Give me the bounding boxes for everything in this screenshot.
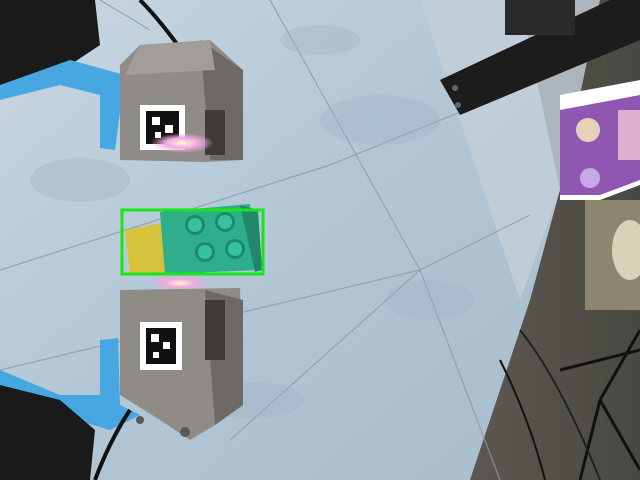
blue-strap-bottom [0,338,140,430]
box-graphic [576,118,600,142]
floor-cable [499,359,546,480]
bracket-screw [452,85,458,91]
cable-spool [612,220,640,280]
gripper-finger-top [120,40,243,162]
black-post [505,0,575,35]
gripper-finger-bottom [120,275,243,440]
robot-arm-bottom [0,385,95,480]
tripod [559,329,640,480]
floor-cable [519,329,601,480]
arm-cable [93,408,132,480]
bracket-screw [455,102,461,108]
box-graphic [580,168,600,188]
board-grid-lines [0,0,531,480]
robot-arm-top [0,0,100,95]
black-bracket [440,0,640,115]
box-glow [618,110,640,160]
blue-strap-top [0,60,125,150]
